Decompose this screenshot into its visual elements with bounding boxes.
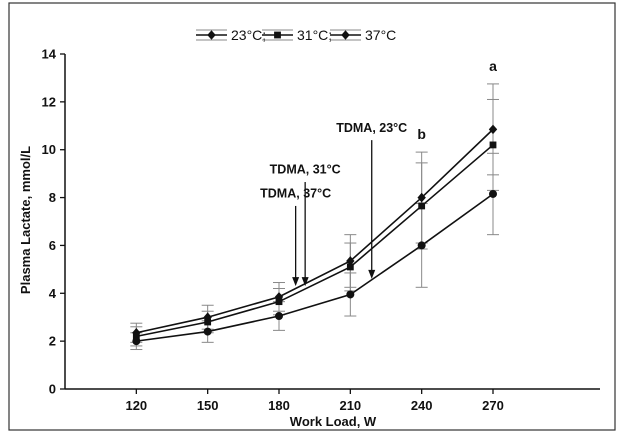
marker-s1-p1 <box>204 318 212 326</box>
series-lines <box>136 128 494 342</box>
legend-label-2: 37°C <box>365 27 396 43</box>
y-tick-label-3: 6 <box>49 238 56 253</box>
y-tick-label-5: 10 <box>42 142 56 157</box>
x-axis-label: Work Load, W <box>290 414 377 429</box>
legend-label-0: 23°C <box>231 27 262 43</box>
x-tick-label-2: 180 <box>268 398 290 413</box>
x-tick-label-4: 240 <box>411 398 433 413</box>
annotation-arrow-head-0 <box>292 277 300 287</box>
significance-label-0: b <box>417 126 426 142</box>
x-tick-label-3: 210 <box>339 398 361 413</box>
annotation-label-0: TDMA, 37°C <box>260 187 331 201</box>
series-line-0 <box>136 128 494 334</box>
marker-s1-p5 <box>489 141 497 149</box>
annotation-label-1: TDMA, 31°C <box>270 163 341 177</box>
y-tick-label-0: 0 <box>49 382 56 397</box>
marker-s2-p1 <box>203 327 212 336</box>
x-tick-label-1: 150 <box>197 398 219 413</box>
marker-s0-p4 <box>417 192 426 203</box>
legend-marker-2 <box>341 30 350 40</box>
y-tick-label-6: 12 <box>42 94 56 109</box>
axes <box>64 54 600 390</box>
legend-marker-0 <box>207 30 216 40</box>
y-ticks: 0 2 4 6 8 10 12 14 <box>42 47 65 397</box>
marker-s2-p4 <box>417 241 426 250</box>
marker-s0-p3 <box>346 256 355 266</box>
annotation-arrow-head-1 <box>301 277 309 287</box>
series-line-2 <box>136 193 494 342</box>
marker-s1-p3 <box>346 263 354 271</box>
y-tick-label-2: 4 <box>49 286 57 301</box>
x-tick-label-5: 270 <box>482 398 504 413</box>
marker-s2-p5 <box>489 189 497 198</box>
annotation-arrow-head-2 <box>368 269 376 279</box>
series-line-1 <box>136 144 494 338</box>
marker-s1-p4 <box>418 202 426 210</box>
y-tick-label-4: 8 <box>49 190 56 205</box>
legend-label-1: 31°C <box>297 27 328 43</box>
marker-s2-p3 <box>346 290 355 299</box>
chart-frame <box>8 2 616 431</box>
y-tick-label-7: 14 <box>42 47 57 62</box>
x-ticks: 120 150 180 210 240 270 <box>125 389 504 413</box>
marker-s0-p0 <box>132 327 141 338</box>
significance-label-1: a <box>489 58 497 74</box>
annotation-label-2: TDMA, 23°C <box>336 121 407 135</box>
markers <box>132 124 498 346</box>
x-tick-label-0: 120 <box>125 398 147 413</box>
legend: 23°C;31°C;37°C <box>196 27 396 43</box>
annotations: TDMA, 37°C TDMA, 31°C TDMA, 23°C <box>260 121 407 287</box>
y-axis-label: Plasma Lactate, mmol/L <box>18 146 33 294</box>
marker-s0-p5 <box>488 124 498 135</box>
marker-s1-p2 <box>275 298 283 306</box>
legend-marker-1 <box>274 31 281 39</box>
significance-labels: ba <box>417 58 497 142</box>
marker-s1-p0 <box>132 332 140 340</box>
y-tick-label-1: 2 <box>49 334 56 349</box>
marker-s2-p0 <box>132 337 141 346</box>
marker-s2-p2 <box>275 312 283 321</box>
